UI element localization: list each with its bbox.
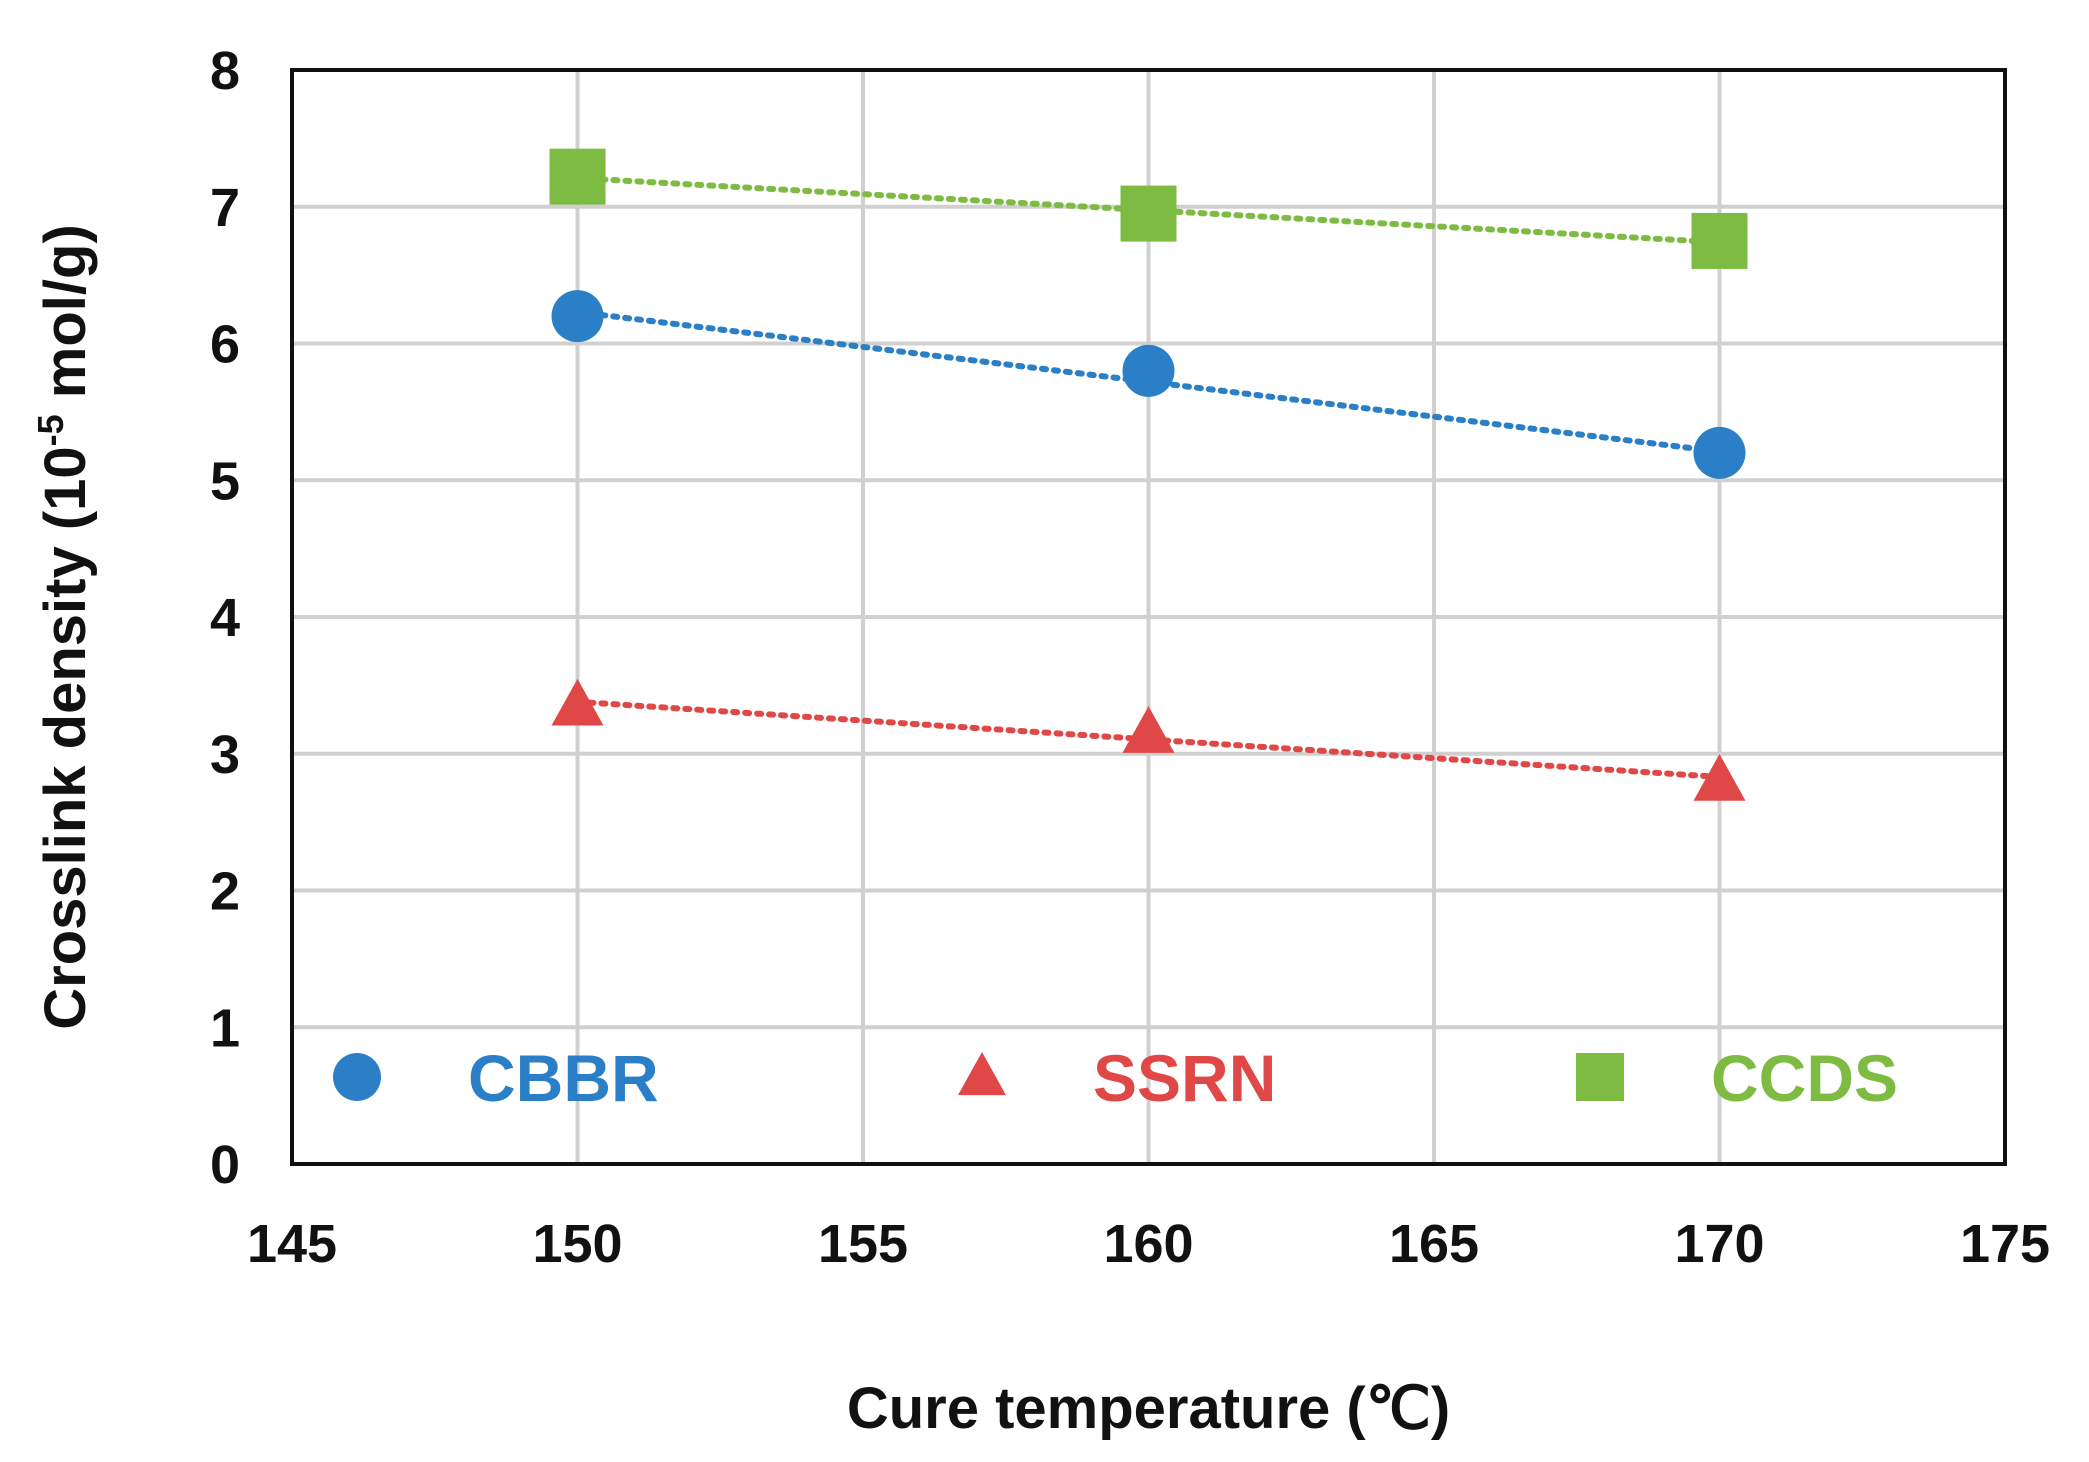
x-tick-150: 150	[532, 1214, 622, 1274]
point-ccds-160	[1120, 185, 1177, 242]
trendline-ssrn	[574, 698, 1723, 780]
point-ccds-170	[1691, 212, 1748, 269]
y-tick-6: 6	[210, 315, 240, 375]
trendline-ccds	[574, 175, 1723, 246]
legend-label-cbbr: CBBR	[468, 1041, 659, 1115]
y-tick-8: 8	[210, 41, 240, 101]
legend-label-ccds: CCDS	[1711, 1041, 1898, 1115]
x-tick-160: 160	[1103, 1214, 1193, 1274]
point-cbbr-150	[551, 290, 604, 343]
point-ssrn-160	[1122, 706, 1175, 753]
y-axis-title-prefix: Crosslink density (10	[33, 446, 98, 1029]
x-axis-title: Cure temperature (℃)	[847, 1376, 1450, 1441]
y-axis-title-suffix: mol/g)	[33, 224, 98, 414]
y-tick-labels: 0 1 2 3 4 5 6 7 8	[210, 41, 240, 1195]
plot-frame	[290, 68, 2007, 1166]
y-tick-2: 2	[210, 862, 240, 922]
x-tick-175: 175	[1960, 1214, 2050, 1274]
point-ccds-150	[549, 148, 606, 205]
legend-marker-ccds	[1576, 1053, 1624, 1101]
legend-marker-ssrn	[958, 1051, 1006, 1096]
x-tick-155: 155	[818, 1214, 908, 1274]
point-cbbr-160	[1122, 344, 1175, 397]
data-markers	[549, 148, 1748, 801]
legend: CBBR SSRN CCDS	[333, 1041, 1898, 1115]
y-tick-3: 3	[210, 725, 240, 785]
x-tick-170: 170	[1674, 1214, 1764, 1274]
y-tick-7: 7	[210, 178, 240, 238]
x-tick-labels: 145 150 155 160 165 170 175	[247, 1214, 2050, 1274]
x-tick-165: 165	[1389, 1214, 1479, 1274]
legend-marker-cbbr	[333, 1053, 381, 1101]
y-axis-title-superscript: -5	[30, 414, 71, 446]
y-tick-5: 5	[210, 451, 240, 511]
y-tick-4: 4	[210, 588, 240, 648]
legend-label-ssrn: SSRN	[1093, 1041, 1276, 1115]
point-cbbr-170	[1693, 426, 1746, 479]
y-tick-1: 1	[210, 998, 240, 1058]
point-ssrn-170	[1693, 753, 1746, 801]
x-tick-145: 145	[247, 1214, 337, 1274]
y-tick-0: 0	[210, 1135, 240, 1195]
point-ssrn-150	[551, 678, 604, 726]
y-axis-title: Crosslink density (10-5 mol/g)	[30, 224, 98, 1030]
